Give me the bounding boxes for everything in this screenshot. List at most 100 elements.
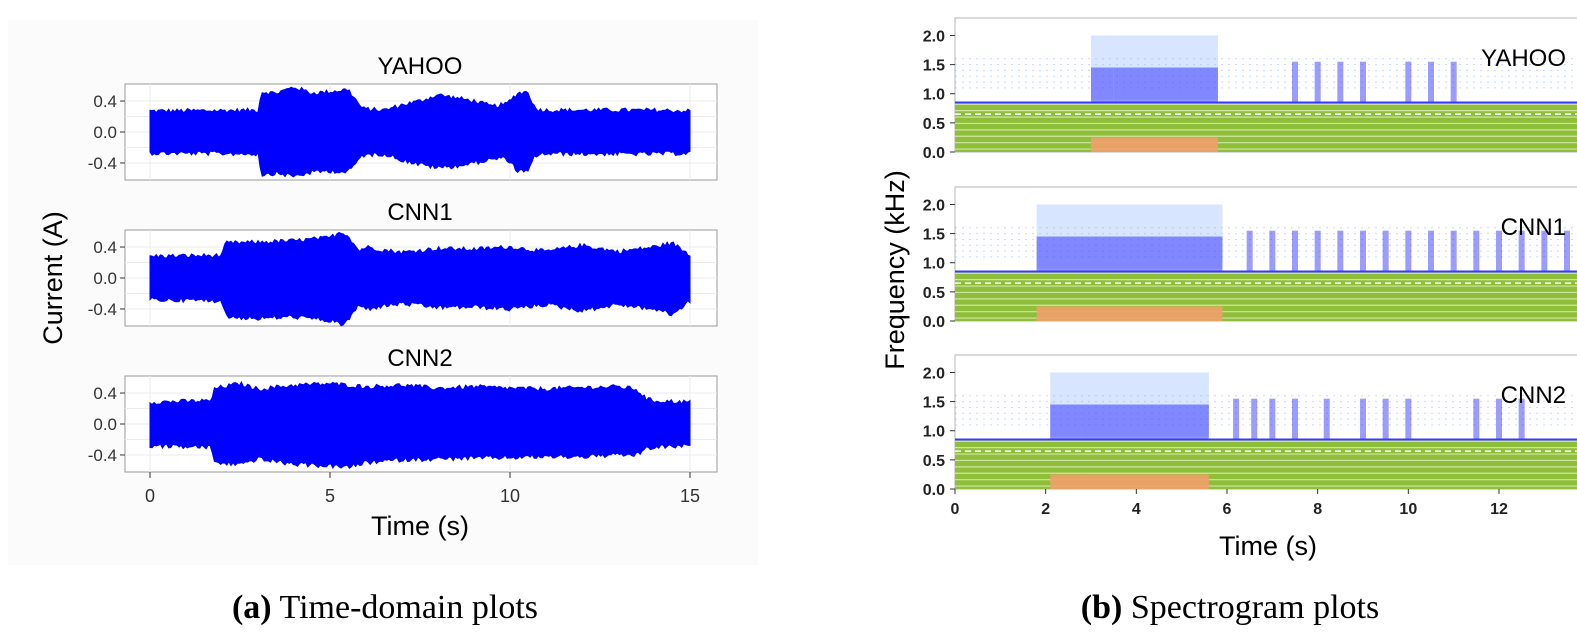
spectrogram-panel-yahoo: YAHOO 2.0 1.5 1.0 0.5 0.0: [923, 17, 1577, 162]
time-axis-label-a: Time (s): [371, 511, 469, 541]
burst: [1292, 398, 1298, 440]
y-tick-label: 0.0: [923, 482, 945, 499]
y-tick-label: 1.0: [923, 424, 945, 441]
burst: [1360, 398, 1366, 440]
hot-band: [1036, 306, 1091, 321]
active-band: [1081, 404, 1209, 440]
x-tick-label: 15: [680, 486, 700, 506]
burst: [1496, 230, 1502, 272]
active-band: [1036, 236, 1091, 272]
spectrogram-panel-cnn2: CNN2 2.0 1.5 1.0 0.5 0.0: [923, 354, 1577, 499]
burst: [1314, 61, 1321, 103]
panel-title: YAHOO: [1481, 45, 1566, 72]
burst: [1405, 61, 1412, 103]
y-tick-label: 1.5: [923, 395, 945, 412]
time-panel-cnn1: CNN1 0.4 0.0 -0.4: [88, 199, 718, 327]
y-tick-label: 1.0: [923, 87, 945, 104]
panel-title: CNN1: [1501, 214, 1566, 241]
panel-title: CNN2: [1501, 382, 1566, 409]
panel-title: CNN2: [387, 345, 452, 372]
burst: [1428, 230, 1434, 272]
y-tick-label: 0.5: [923, 285, 945, 302]
burst: [1360, 230, 1366, 272]
burst: [1405, 230, 1412, 272]
burst: [1337, 61, 1344, 103]
y-tick-label: -0.4: [88, 154, 117, 173]
x-tick-label: 10: [500, 486, 520, 506]
panel-title: CNN1: [387, 199, 452, 226]
burst: [1251, 398, 1258, 440]
hot-band: [1081, 474, 1209, 489]
active-band: [1050, 404, 1082, 440]
burst: [1473, 230, 1480, 272]
x-tick-label: 2: [1041, 501, 1050, 518]
y-tick-label: 1.5: [923, 227, 945, 244]
burst: [1323, 398, 1330, 440]
burst: [1518, 230, 1525, 272]
y-tick-label: 2.0: [923, 197, 945, 214]
low-band: [955, 102, 1577, 152]
low-band: [955, 439, 1577, 489]
y-tick-label: 1.0: [923, 256, 945, 273]
active-band: [1113, 67, 1218, 103]
x-tick-label: 8: [1313, 501, 1322, 518]
x-tick-label: 4: [1132, 501, 1141, 518]
time-domain-plots: YAHOO 0.4 0.0 -0.4 CNN1 0.4 0.0 -0.4 CNN2 0.4 0.0 -…: [88, 53, 718, 506]
burst: [1541, 230, 1548, 272]
burst: [1518, 398, 1525, 440]
y-tick-label: 0.0: [93, 269, 117, 288]
caption-b: (b) Spectrogram plots: [1081, 589, 1379, 626]
frequency-axis-label: Frequency (kHz): [880, 170, 910, 370]
x-tick-label: 0: [145, 486, 155, 506]
spectrogram-plots: YAHOO2.01.51.00.50.0CNN12.01.51.00.50.0C…: [923, 17, 1577, 518]
current-axis-label: Current (A): [38, 211, 68, 345]
burst: [1405, 398, 1412, 440]
burst: [1269, 230, 1276, 272]
time-axis-label-b: Time (s): [1219, 531, 1317, 561]
burst: [1233, 398, 1240, 440]
signal-envelope: [149, 86, 691, 178]
hot-band: [1091, 306, 1223, 321]
spectrogram-panel-cnn1: CNN1 2.0 1.5 1.0 0.5 0.0: [923, 186, 1577, 331]
y-tick-label: 0.4: [93, 92, 117, 111]
burst: [1564, 230, 1570, 272]
y-tick-label: 0.4: [93, 238, 117, 257]
y-tick-label: 0.4: [93, 384, 117, 403]
burst: [1360, 61, 1366, 103]
time-panel-yahoo: YAHOO 0.4 0.0 -0.4: [88, 53, 718, 181]
x-tick-label: 10: [1399, 501, 1417, 518]
burst: [1382, 230, 1389, 272]
time-panel-cnn2: CNN2 0.4 0.0 -0.4: [88, 345, 718, 473]
caption-b-gap: [1122, 589, 1131, 626]
burst: [1314, 230, 1321, 272]
burst: [1292, 230, 1298, 272]
burst: [1473, 398, 1480, 440]
caption-a-gap: [272, 589, 280, 626]
burst: [1269, 398, 1276, 440]
x-tick-label: 6: [1223, 501, 1232, 518]
y-tick-label: 0.0: [923, 145, 945, 162]
signal-envelope: [149, 380, 691, 470]
caption-a-letter: (a): [232, 589, 272, 626]
burst: [1382, 398, 1389, 440]
y-tick-label: 0.0: [923, 314, 945, 331]
y-tick-label: 0.5: [923, 453, 945, 470]
burst: [1337, 230, 1344, 272]
burst: [1496, 398, 1502, 440]
caption-a-text: Time-domain plots: [280, 589, 539, 626]
burst: [1292, 61, 1298, 103]
y-tick-label: -0.4: [88, 300, 117, 319]
hot-band: [1113, 137, 1218, 152]
y-tick-label: 2.0: [923, 28, 945, 45]
y-tick-label: 0.0: [93, 123, 117, 142]
panel-title: YAHOO: [378, 53, 463, 80]
caption-a: (a) Time-domain plots: [232, 589, 538, 626]
burst: [1428, 61, 1434, 103]
hot-band: [1050, 474, 1082, 489]
x-tick-label: 5: [325, 486, 335, 506]
y-tick-label: 0.5: [923, 116, 945, 133]
y-tick-label: 2.0: [923, 365, 945, 382]
y-tick-label: 0.0: [93, 415, 117, 434]
hot-band: [1091, 137, 1114, 152]
signal-envelope: [149, 231, 691, 327]
